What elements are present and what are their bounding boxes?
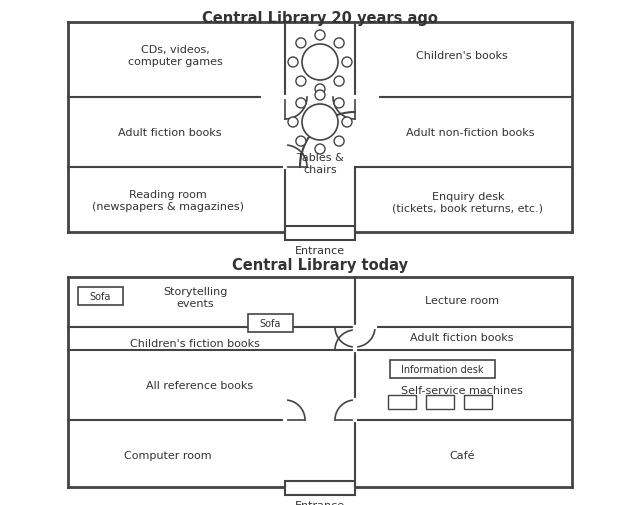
Text: Children's fiction books: Children's fiction books <box>130 338 260 348</box>
Circle shape <box>288 118 298 128</box>
Text: Lecture room: Lecture room <box>425 295 499 306</box>
Circle shape <box>334 137 344 147</box>
Text: Information desk: Information desk <box>401 364 483 374</box>
Text: Self-service machines: Self-service machines <box>401 385 523 395</box>
Text: Children's books: Children's books <box>416 51 508 61</box>
Text: Adult non-fiction books: Adult non-fiction books <box>406 128 534 138</box>
Circle shape <box>302 45 338 81</box>
Text: Adult fiction books: Adult fiction books <box>410 332 514 342</box>
Text: Computer room: Computer room <box>124 450 212 460</box>
Bar <box>464 395 492 409</box>
Circle shape <box>296 98 306 109</box>
Circle shape <box>302 105 338 141</box>
Bar <box>285 481 355 495</box>
Circle shape <box>315 145 325 155</box>
Text: Enquiry desk
(tickets, book returns, etc.): Enquiry desk (tickets, book returns, etc… <box>392 192 543 214</box>
Circle shape <box>315 85 325 95</box>
Text: Central Library 20 years ago: Central Library 20 years ago <box>202 11 438 26</box>
Bar <box>390 360 495 378</box>
Text: Tables &
chairs: Tables & chairs <box>296 153 344 174</box>
Text: Entrance: Entrance <box>295 500 345 505</box>
Circle shape <box>315 91 325 101</box>
Circle shape <box>342 58 352 68</box>
Circle shape <box>296 39 306 49</box>
Text: Storytelling
events: Storytelling events <box>163 287 227 308</box>
Text: Sofa: Sofa <box>260 318 281 328</box>
Circle shape <box>334 77 344 87</box>
Circle shape <box>334 98 344 109</box>
Circle shape <box>296 77 306 87</box>
Bar <box>426 395 454 409</box>
Text: Central Library today: Central Library today <box>232 258 408 273</box>
Circle shape <box>315 31 325 41</box>
Circle shape <box>296 137 306 147</box>
Text: Sofa: Sofa <box>90 291 111 301</box>
Text: Entrance: Entrance <box>295 245 345 256</box>
Circle shape <box>334 39 344 49</box>
Text: All reference books: All reference books <box>147 380 253 390</box>
Text: Adult fiction books: Adult fiction books <box>118 128 221 138</box>
Text: CDs, videos,
computer games: CDs, videos, computer games <box>127 45 222 67</box>
Bar <box>388 395 416 409</box>
Bar <box>248 315 293 332</box>
Circle shape <box>342 118 352 128</box>
Text: Reading room
(newspapers & magazines): Reading room (newspapers & magazines) <box>92 190 244 212</box>
Text: Café: Café <box>449 450 475 460</box>
Bar <box>285 227 355 240</box>
Circle shape <box>288 58 298 68</box>
Bar <box>78 287 123 306</box>
